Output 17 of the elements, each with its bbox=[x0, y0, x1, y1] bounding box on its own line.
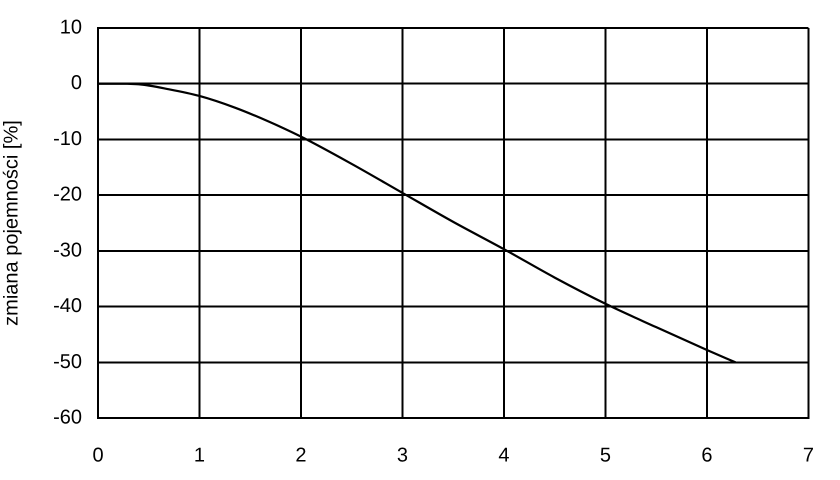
x-tick-label: 2 bbox=[295, 444, 307, 467]
x-tick-label: 1 bbox=[194, 444, 206, 467]
x-tick-label: 3 bbox=[396, 444, 408, 467]
x-tick-label: 4 bbox=[498, 444, 510, 467]
y-tick-label: -30 bbox=[53, 239, 82, 262]
y-tick-label: -40 bbox=[53, 295, 82, 318]
y-tick-label: -10 bbox=[53, 128, 82, 150]
y-tick-label: -50 bbox=[53, 350, 82, 373]
x-tick-label: 0 bbox=[92, 444, 104, 467]
x-tick-label: 6 bbox=[701, 444, 713, 467]
y-tick-label: 10 bbox=[60, 16, 82, 39]
y-tick-label: -60 bbox=[53, 406, 82, 429]
y-tick-label: -20 bbox=[53, 184, 82, 206]
y-tick-label: 0 bbox=[70, 72, 82, 94]
x-tick-label: 7 bbox=[802, 444, 814, 467]
x-tick-label: 5 bbox=[600, 444, 612, 467]
y-axis-title: zmiana pojemności [%] bbox=[0, 120, 23, 326]
